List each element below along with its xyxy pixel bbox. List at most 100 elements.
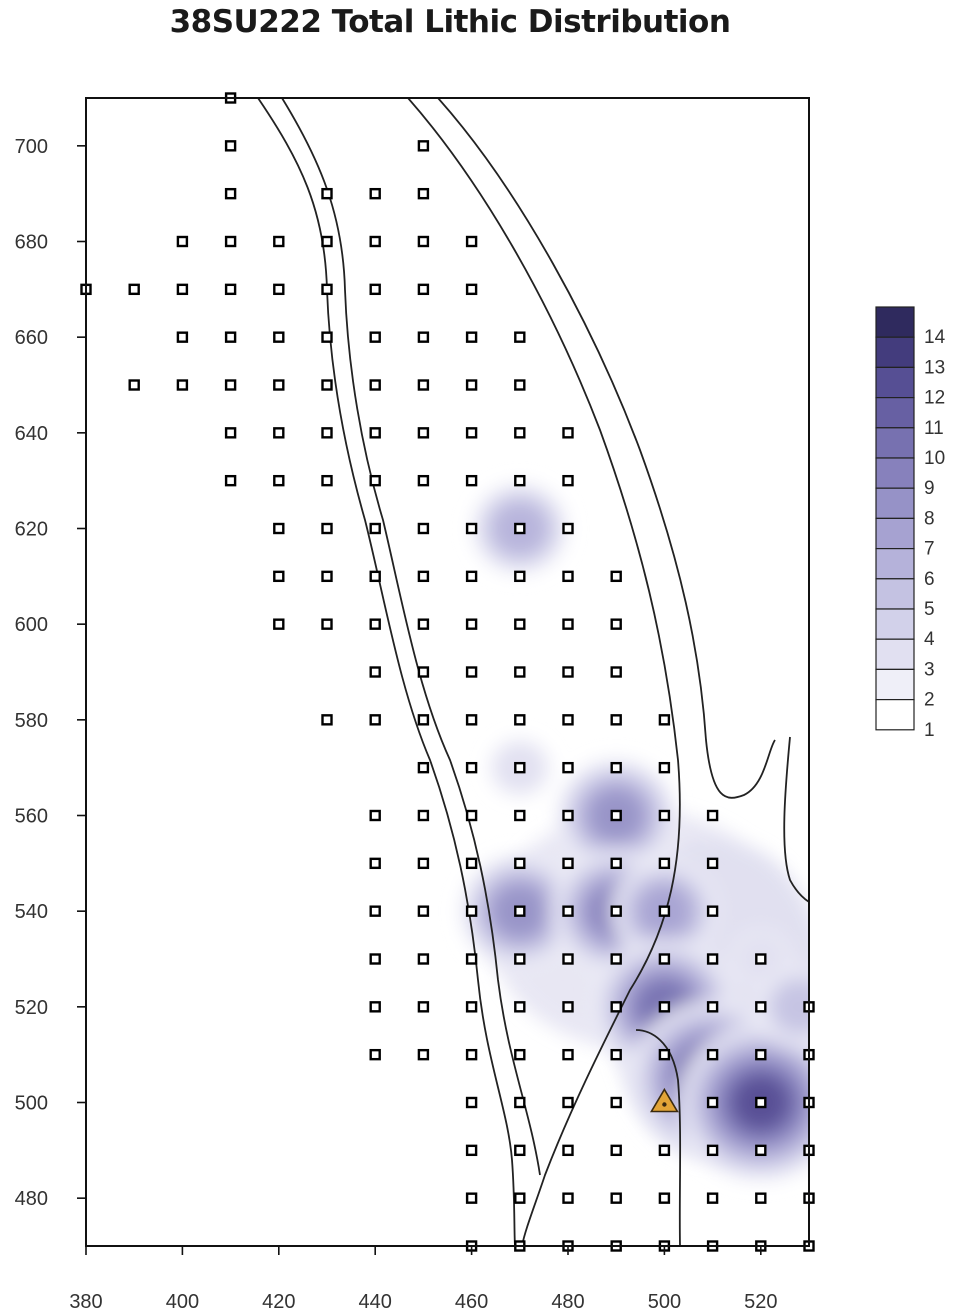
shovel-test-point — [224, 283, 237, 296]
shovel-test-point — [369, 905, 381, 917]
shovel-test-point — [321, 522, 333, 535]
y-tick-label: 680 — [15, 232, 48, 254]
shovel-test-point — [706, 1096, 719, 1109]
legend-swatch — [875, 487, 915, 520]
shovel-test-point — [176, 235, 189, 248]
shovel-test-point — [417, 618, 430, 630]
y-tick-label: 640 — [15, 423, 48, 445]
shovel-test-point — [658, 857, 671, 870]
shovel-test-point — [465, 1048, 478, 1061]
legend-level-label: 10 — [924, 448, 945, 469]
x-tick-label: 500 — [648, 1291, 681, 1313]
shovel-test-point — [610, 1096, 622, 1109]
shovel-test-point — [658, 761, 671, 774]
shovel-test-point — [224, 235, 237, 248]
shovel-test-point — [321, 714, 333, 726]
shovel-test-point — [465, 1096, 478, 1109]
shovel-test-point — [658, 809, 671, 822]
shovel-test-point — [273, 618, 285, 630]
shovel-test-point — [610, 570, 622, 583]
shovel-test-point — [562, 953, 574, 965]
shovel-test-point — [465, 761, 478, 774]
shovel-test-point — [465, 666, 478, 678]
y-tick-label: 600 — [15, 614, 48, 636]
shovel-test-point — [369, 187, 381, 200]
shovel-test-point — [465, 331, 478, 343]
legend-level-label: 13 — [924, 357, 945, 378]
shovel-test-point — [369, 857, 381, 870]
shovel-test-point — [273, 427, 285, 439]
shovel-test-point — [514, 761, 526, 774]
shovel-test-point — [514, 666, 526, 678]
shovel-test-point — [658, 1144, 671, 1157]
shovel-test-point — [610, 618, 622, 630]
shovel-test-point — [706, 1001, 719, 1013]
shovel-test-point — [465, 714, 478, 726]
legend-level-label: 2 — [924, 690, 935, 711]
shovel-test-point — [273, 379, 285, 391]
shovel-test-point — [417, 666, 430, 678]
shovel-test-point — [465, 618, 478, 630]
shovel-test-point — [369, 570, 381, 583]
shovel-test-point — [417, 905, 430, 917]
shovel-test-point — [514, 1144, 526, 1157]
shovel-test-point — [514, 809, 526, 822]
shovel-test-point — [369, 474, 381, 487]
shovel-test-point — [321, 474, 333, 487]
shovel-test-point — [562, 1096, 574, 1109]
shovel-test-point — [562, 714, 574, 726]
shovel-test-point — [417, 953, 430, 965]
shovel-test-point — [514, 570, 526, 583]
shovel-test-point — [417, 474, 430, 487]
x-tick-label: 440 — [359, 1291, 392, 1313]
shovel-test-point — [562, 905, 574, 917]
shovel-test-point — [514, 1192, 526, 1204]
plot-frame — [85, 97, 810, 1247]
shovel-test-point — [321, 283, 333, 296]
y-tick-label: 560 — [15, 806, 48, 828]
shovel-test-point — [514, 618, 526, 630]
shovel-test-point — [321, 187, 333, 200]
shovel-test-point — [369, 379, 381, 391]
shovel-test-point — [562, 857, 574, 870]
shovel-test-point — [417, 761, 430, 774]
legend-level-label: 12 — [924, 388, 945, 409]
shovel-test-point — [321, 235, 333, 248]
shovel-test-point — [755, 1192, 767, 1204]
shovel-test-point — [273, 283, 285, 296]
shovel-test-point — [369, 427, 381, 439]
legend-swatch — [875, 608, 915, 640]
x-tick-label: 420 — [262, 1291, 295, 1313]
shovel-test-point — [321, 379, 333, 391]
shovel-test-point — [369, 714, 381, 726]
legend-level-label: 11 — [924, 418, 944, 439]
x-axis: 380 400 420 440 460 480 500 520 — [69, 1246, 777, 1313]
shovel-test-point — [224, 331, 237, 343]
shovel-test-point — [562, 570, 574, 583]
shovel-test-point — [755, 1144, 767, 1157]
shovel-test-point — [610, 1048, 622, 1061]
shovel-test-point — [273, 474, 285, 487]
shovel-test-point — [465, 474, 478, 487]
shovel-test-point — [176, 379, 189, 391]
shovel-test-point — [562, 809, 574, 822]
y-axis: 480 500 520 540 560 580 600 620 640 660 680 700 — [15, 136, 86, 1210]
shovel-test-point — [706, 1192, 719, 1204]
shovel-test-point — [417, 1048, 430, 1061]
shovel-test-point — [562, 1144, 574, 1157]
x-tick-label: 400 — [166, 1291, 199, 1313]
chart-title: 38SU222 Total Lithic Distribution — [169, 4, 731, 40]
legend-level-label: 1 — [924, 720, 935, 741]
legend-level-label: 14 — [924, 327, 946, 348]
shovel-test-point — [610, 666, 622, 678]
shovel-test-point — [706, 809, 719, 822]
legend-swatch — [875, 397, 915, 429]
legend-swatch — [875, 578, 915, 610]
legend-level-label: 4 — [924, 629, 935, 650]
shovel-test-point — [417, 522, 430, 535]
datum-triangle-marker — [649, 1087, 679, 1113]
shovel-test-point — [417, 379, 430, 391]
legend-level-label: 5 — [924, 599, 935, 620]
shovel-test-point — [369, 666, 381, 678]
